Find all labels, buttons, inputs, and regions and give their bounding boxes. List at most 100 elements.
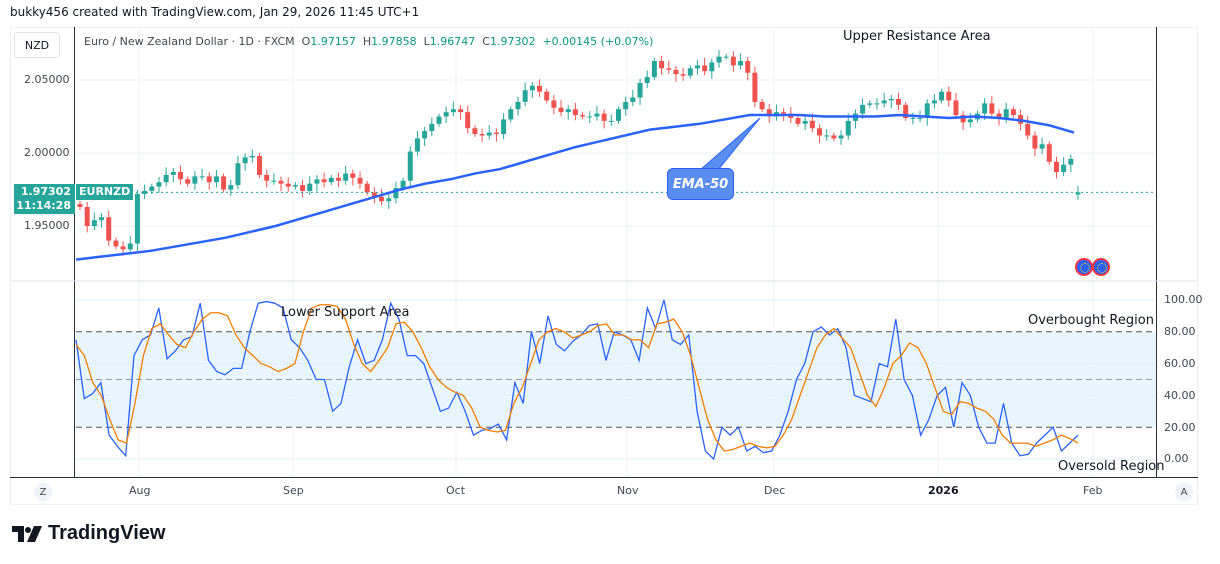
lower-support-annotation[interactable]: Lower Support Area (281, 305, 410, 320)
candle-body (278, 180, 284, 184)
candle-body (874, 103, 880, 105)
tradingview-logo: TradingView (12, 522, 165, 545)
candle-body (84, 207, 90, 226)
time-tick-label: Oct (446, 484, 466, 497)
candle-body (795, 117, 801, 124)
candle-body (350, 173, 356, 178)
oscillator-tick-label: 60.00 (1164, 357, 1196, 370)
candle-body (759, 101, 765, 110)
time-axis[interactable] (10, 477, 1198, 505)
currency-button[interactable]: NZD (14, 32, 60, 58)
change-value: +0.00145 (+0.07%) (542, 35, 654, 48)
candle-body (357, 177, 363, 184)
candle-body (666, 68, 672, 70)
close-label: C (482, 35, 490, 48)
candle-body (529, 85, 535, 91)
bar-countdown: 11:14:28 (16, 199, 71, 212)
candle-body (364, 183, 370, 193)
candle-body (651, 61, 657, 78)
candle-body (544, 91, 550, 101)
candle-body (414, 138, 420, 152)
candle-body (838, 135, 844, 139)
zoom-reset-button[interactable]: Z (34, 483, 52, 501)
candle-body (694, 65, 700, 69)
candle-body (931, 100, 937, 104)
candle-body (896, 98, 902, 105)
candle-body (903, 104, 909, 118)
overbought-annotation[interactable]: Overbought Region (1028, 313, 1154, 328)
candle-body (989, 103, 995, 114)
eu-flag-event-icon[interactable] (1075, 258, 1093, 276)
eu-flag-event-icon-2[interactable] (1092, 258, 1110, 276)
ema-50-callout[interactable]: EMA-50 (667, 168, 734, 200)
candle-body (960, 115, 966, 123)
candle-body (1046, 144, 1052, 162)
candle-body (185, 179, 191, 184)
candle-body (946, 91, 952, 101)
candle-body (1039, 144, 1045, 149)
candle-body (386, 198, 392, 202)
candle-body (450, 109, 456, 113)
candle-body (300, 185, 306, 191)
candle-body (1053, 161, 1059, 172)
candle-body (142, 190, 148, 194)
candle-body (924, 103, 930, 118)
candle-body (1025, 123, 1031, 136)
price-tick-label: 1.95000 (24, 219, 70, 232)
open-label: O (301, 35, 311, 48)
candle-body (831, 135, 837, 139)
time-tick-label: Aug (129, 484, 151, 497)
logo-text: TradingView (48, 522, 166, 544)
candle-body (580, 115, 586, 117)
oscillator-tick-label: 100.00 (1164, 293, 1203, 306)
candle-body (939, 91, 945, 101)
candle-body (178, 171, 184, 180)
oscillator-tick-label: 80.00 (1164, 325, 1196, 338)
auto-scale-button[interactable]: A (1175, 483, 1193, 501)
candle-body (860, 104, 866, 114)
candle-body (422, 131, 428, 139)
open-value: 1.97157 (310, 35, 356, 48)
candle-body (285, 183, 291, 187)
ema-callout-pointer (698, 117, 761, 171)
high-value: 1.97858 (371, 35, 417, 48)
stochastic-k-line (75, 299, 1079, 461)
candle-body (702, 65, 708, 72)
candle-body (192, 176, 198, 184)
candle-body (120, 246, 126, 250)
candle-body (400, 180, 406, 189)
candle-body (1010, 109, 1016, 116)
candle-body (594, 113, 600, 117)
time-tick-label: Feb (1083, 484, 1103, 497)
candle-body (206, 176, 212, 183)
candle-body (321, 179, 327, 183)
candle-body (917, 117, 923, 119)
candle-body (953, 100, 959, 116)
upper-resistance-annotation[interactable]: Upper Resistance Area (843, 29, 991, 44)
candle-body (256, 155, 262, 175)
candle-body (271, 180, 277, 182)
candle-body (343, 173, 349, 181)
candle-body (99, 217, 105, 221)
candle-body (659, 61, 665, 69)
candle-body (673, 69, 679, 75)
oscillator-axis[interactable] (1156, 27, 1198, 477)
candle-body (996, 113, 1002, 118)
candle-body (738, 61, 744, 66)
candle-body (644, 77, 650, 83)
candle-body (479, 134, 485, 136)
candle-body (292, 185, 298, 187)
oversold-annotation[interactable]: Oversold Region (1058, 459, 1165, 474)
candle-body (242, 157, 248, 164)
candle-body (335, 177, 341, 181)
candle-body (379, 196, 385, 202)
candle-body (249, 155, 255, 158)
price-axis[interactable] (10, 27, 75, 477)
candle-body (493, 132, 499, 135)
ema-50-line (75, 113, 1075, 261)
candle-body (465, 112, 471, 129)
candle-body (436, 116, 442, 124)
close-value: 1.97302 (489, 35, 536, 48)
candle-body (393, 188, 399, 199)
